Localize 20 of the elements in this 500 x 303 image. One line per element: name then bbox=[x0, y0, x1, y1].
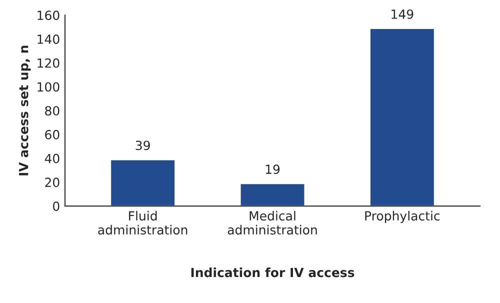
x-tick-label: Fluid administration bbox=[98, 210, 188, 235]
x-axis-title: Indication for IV access bbox=[191, 268, 354, 278]
y-tick-label: 60 bbox=[45, 130, 60, 140]
x-tick-label: Prophylactic bbox=[365, 210, 440, 223]
x-tick-label: Medical administration bbox=[228, 210, 317, 235]
y-tick-label: 0 bbox=[53, 202, 60, 211]
y-tick-label: 140 bbox=[38, 34, 60, 44]
bar bbox=[369, 28, 436, 206]
y-tick-label: 40 bbox=[44, 154, 60, 164]
y-tick-label: 160 bbox=[38, 10, 60, 20]
y-tick-label: 80 bbox=[45, 106, 60, 116]
bar bbox=[239, 182, 306, 206]
data-label: 39 bbox=[136, 140, 150, 150]
y-tick-label: 120 bbox=[38, 58, 60, 68]
y-axis-title: IV access set up, n bbox=[19, 46, 31, 176]
bar bbox=[110, 158, 176, 206]
data-label: 149 bbox=[392, 9, 414, 19]
y-tick-label: 20 bbox=[45, 178, 60, 188]
data-label: 19 bbox=[266, 164, 280, 174]
y-tick-label: 100 bbox=[38, 82, 60, 92]
